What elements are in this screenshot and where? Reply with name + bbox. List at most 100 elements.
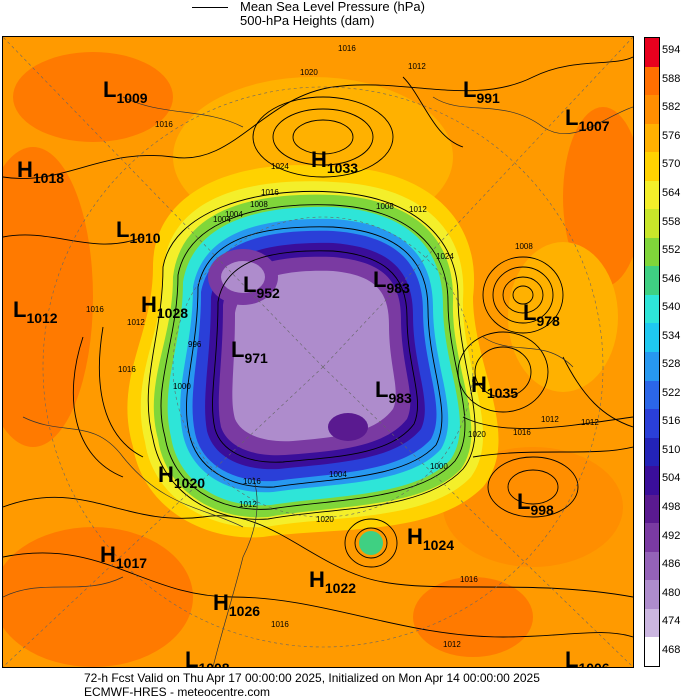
- pressure-center-value: 1022: [325, 580, 356, 596]
- colorbar-label: 594: [662, 44, 681, 57]
- pressure-center-value: 1018: [33, 170, 64, 186]
- pressure-center-value: 1007: [578, 118, 609, 134]
- pressure-center-value: 983: [388, 390, 412, 406]
- pressure-center-letter: L: [103, 77, 116, 102]
- legend-mslp-label: Mean Sea Level Pressure (hPa): [240, 0, 425, 14]
- low-pressure-center: L952: [243, 272, 280, 301]
- forecast-map: 1016 1020 1012 1016 1024 1016 1008 1012 1024 1004…: [2, 36, 634, 668]
- coastlines: [3, 96, 633, 667]
- pressure-center-value: 983: [386, 280, 410, 296]
- cut-off-low-546: [359, 531, 383, 555]
- pressure-center-letter: L: [463, 77, 476, 102]
- pressure-center-letter: L: [373, 267, 386, 292]
- isobar-label: 1020: [316, 515, 334, 524]
- cold-core-480-nw: [221, 261, 265, 293]
- isobar-label: 1004: [329, 470, 347, 479]
- isobar-label: 1012: [541, 415, 559, 424]
- high-pressure-center: H1026: [213, 590, 260, 619]
- isobar-label: 1024: [436, 252, 454, 261]
- colorbar-label: 564: [662, 187, 681, 199]
- pressure-center-value: 1006: [578, 660, 609, 667]
- legend-heights-label: 500-hPa Heights (dam): [240, 13, 375, 28]
- cold-core-498-s: [328, 413, 368, 441]
- isobar-label: 1016: [86, 305, 104, 314]
- colorbar-label: 582: [662, 101, 681, 114]
- colorbar-label: 504: [662, 472, 681, 485]
- pressure-center-value: 952: [256, 285, 280, 301]
- isobar-label: 1016: [261, 188, 279, 197]
- pressure-center-value: 1010: [129, 230, 160, 246]
- high-pressure-center: H1017: [100, 542, 147, 571]
- high-pressure-center: H1020: [158, 462, 205, 491]
- high-pressure-center: H1035: [471, 372, 518, 401]
- high-pressure-center: H1022: [309, 567, 356, 596]
- isobar-label: 1008: [376, 202, 394, 211]
- pressure-center-letter: H: [407, 524, 423, 549]
- model-source-caption: ECMWF-HRES - meteocentre.com: [84, 685, 271, 699]
- pressure-center-value: 1033: [327, 160, 358, 176]
- pressure-center-letter: H: [141, 292, 157, 317]
- isobar-label: 1012: [581, 418, 599, 427]
- low-pressure-center: L1007: [565, 105, 610, 134]
- colorbar-label: 522: [662, 386, 681, 399]
- colorbar-label: 498: [662, 501, 681, 513]
- low-pressure-center: L983: [375, 377, 412, 406]
- colorbar-label: 480: [662, 586, 681, 599]
- colorbar-label: 570: [662, 158, 681, 171]
- isobar-label: 1012: [239, 500, 257, 509]
- colorbar-swatch: [645, 38, 659, 68]
- isobar-label: 1012: [408, 62, 426, 71]
- pressure-center-value: 1026: [229, 603, 260, 619]
- pressure-center-letter: H: [213, 590, 229, 615]
- isobar-label: 1004: [225, 210, 243, 219]
- pressure-center-letter: H: [309, 567, 325, 592]
- pressure-center-letter: L: [565, 647, 578, 667]
- height-region-588: [13, 52, 173, 142]
- pressure-center-value: 1020: [174, 475, 205, 491]
- pressure-center-letter: L: [517, 489, 530, 514]
- colorbar-label: 486: [662, 558, 681, 571]
- pressure-center-value: 1024: [423, 537, 454, 553]
- pressure-center-letter: H: [311, 147, 327, 172]
- colorbar-swatch: [645, 637, 659, 667]
- forecast-valid-caption: 72-h Fcst Valid on Thu Apr 17 00:00:00 2…: [84, 671, 540, 685]
- colorbar-label: 546: [662, 272, 681, 285]
- pressure-center-value: 1008: [198, 660, 229, 667]
- height-region-588-east: [563, 107, 633, 287]
- isobar-label: 1004: [213, 215, 231, 224]
- low-pressure-center: L991: [463, 77, 500, 106]
- pressure-center-value: 1028: [157, 305, 188, 321]
- colorbar-swatch: [645, 608, 659, 638]
- colorbar-swatch: [645, 123, 659, 153]
- colorbar-label: 474: [662, 615, 681, 628]
- high-pressure-center: H1033: [311, 147, 358, 176]
- colorbar-swatch: [645, 95, 659, 125]
- colorbar-label: 576: [662, 129, 681, 142]
- low-pressure-center: L1012: [13, 297, 58, 326]
- colorbar-swatch: [645, 209, 659, 239]
- high-pressure-center: H1018: [17, 157, 64, 186]
- height-region-576-e: [508, 242, 618, 392]
- colorbar-label: 540: [662, 301, 681, 314]
- pressure-center-letter: L: [243, 272, 256, 297]
- colorbar-swatch: [645, 380, 659, 410]
- pressure-center-value: 1017: [116, 555, 147, 571]
- colorbar-swatch: [645, 466, 659, 496]
- isobars: [3, 56, 633, 638]
- isobar-label: 1012: [443, 640, 461, 649]
- high-pressure-center: H1024: [407, 524, 454, 553]
- isobar-label: 1016: [118, 365, 136, 374]
- colorbar-swatch: [645, 494, 659, 524]
- low-pressure-center: L998: [517, 489, 554, 518]
- low-pressure-center: L1010: [116, 217, 161, 246]
- pressure-center-letter: L: [523, 300, 536, 325]
- colorbar-swatch: [645, 294, 659, 324]
- pressure-center-letter: L: [13, 297, 26, 322]
- pressure-center-value: 998: [530, 502, 554, 518]
- low-pressure-center: L1008: [185, 647, 230, 667]
- isobar-label: 1008: [515, 242, 533, 251]
- isobar-label: 1016: [513, 428, 531, 437]
- height-colorbar: [644, 37, 660, 667]
- isobar-label: 1016: [243, 477, 261, 486]
- colorbar-swatch: [645, 66, 659, 96]
